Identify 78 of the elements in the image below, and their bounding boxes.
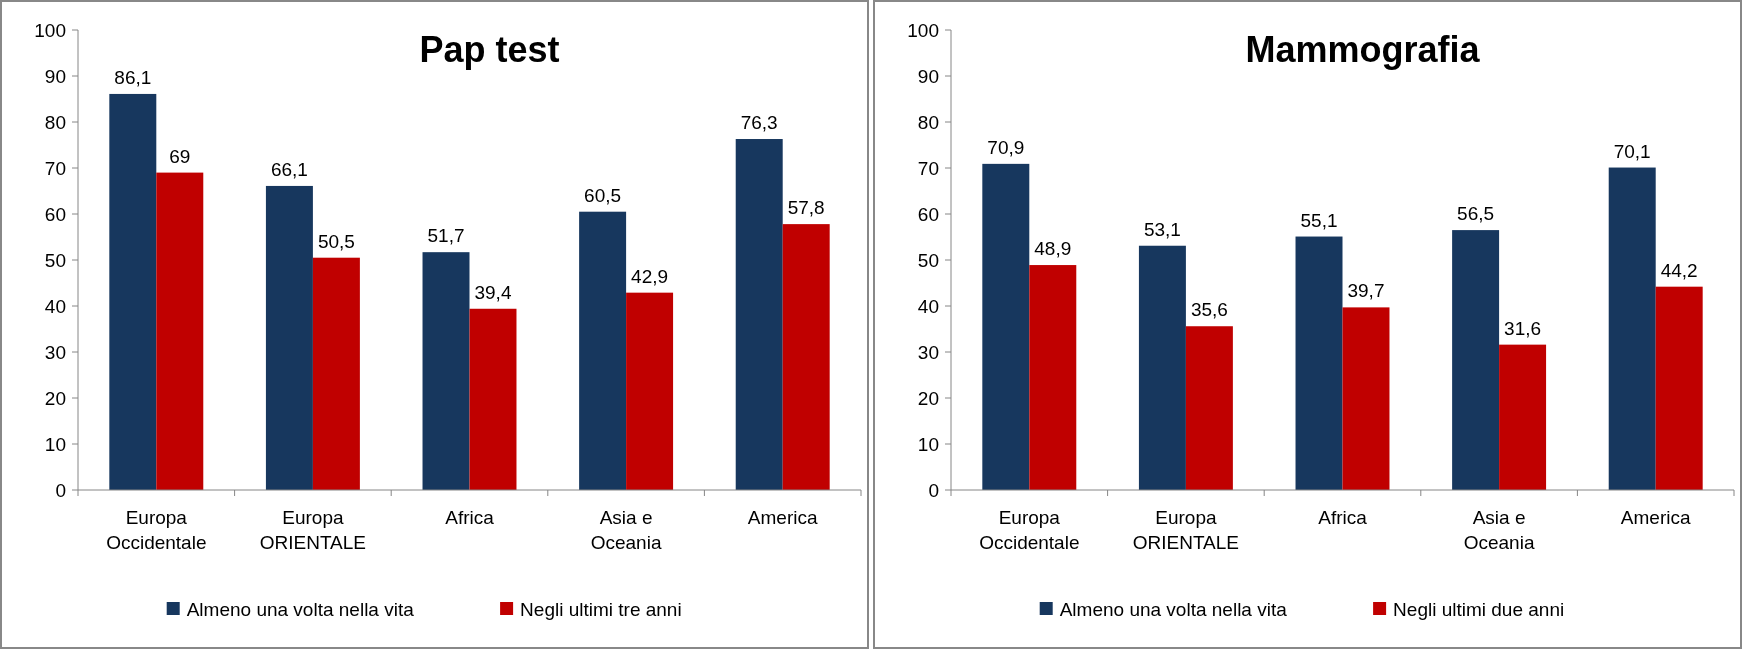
data-label: 86,1 [114,66,152,88]
data-label: 70,1 [1613,140,1651,162]
y-tick-label: 20 [917,387,939,409]
bar [265,185,313,490]
bar [1655,286,1703,490]
bar [1138,245,1186,490]
legend-label: Almeno una volta nella vita [1059,598,1288,620]
y-tick-label: 100 [907,19,939,41]
data-label: 39,4 [474,281,512,303]
y-tick-label: 10 [44,433,66,455]
x-tick-label: Africa [445,507,495,528]
data-label: 56,5 [1457,203,1495,225]
y-tick-label: 0 [55,479,66,501]
y-tick-label: 50 [44,249,66,271]
bar [109,93,157,490]
x-tick-label: Europa Occidentale [979,507,1080,553]
data-label: 31,6 [1504,317,1542,339]
y-tick-label: 0 [928,479,939,501]
x-tick-label: America [747,507,818,528]
y-tick-label: 100 [34,19,66,41]
y-tick-label: 40 [44,295,66,317]
legend-label: Almeno una volta nella vita [186,598,415,620]
y-tick-label: 30 [917,341,939,363]
x-tick-label: Europa ORIENTALE [1132,507,1240,553]
bar [469,308,517,490]
bar [312,257,360,490]
x-tick-label: Asia e Oceania [1463,507,1535,553]
y-tick-label: 30 [44,341,66,363]
data-label: 39,7 [1347,280,1385,302]
y-tick-label: 70 [917,157,939,179]
bar [782,224,830,490]
data-label: 66,1 [270,158,308,180]
bar [626,292,674,490]
bar [1499,344,1547,490]
x-tick-label: Asia e Oceania [590,507,662,553]
y-tick-label: 20 [44,387,66,409]
y-tick-label: 80 [44,111,66,133]
data-label: 76,3 [740,112,778,134]
x-tick-label: Europa ORIENTALE [259,507,367,553]
y-tick-label: 10 [917,433,939,455]
x-tick-label: America [1620,507,1691,528]
bar [1185,326,1233,490]
data-label: 51,7 [427,225,465,247]
y-tick-label: 90 [44,65,66,87]
data-label: 35,6 [1190,299,1228,321]
chart-title: Pap test [419,29,560,70]
y-tick-label: 80 [917,111,939,133]
y-tick-label: 70 [44,157,66,179]
legend-label: Negli ultimi due anni [1393,598,1565,620]
legend-label: Negli ultimi tre anni [520,598,682,620]
bar [422,252,470,490]
bar [156,172,204,490]
x-tick-label: Europa Occidentale [106,507,207,553]
data-label: 44,2 [1660,259,1698,281]
bar [1342,307,1390,490]
data-label: 60,5 [584,184,622,206]
bar [1608,167,1656,490]
y-tick-label: 60 [917,203,939,225]
data-label: 42,9 [631,265,669,287]
chart-title: Mammografia [1245,29,1481,70]
bar [982,163,1030,490]
data-label: 53,1 [1143,218,1181,240]
bar [579,211,627,490]
y-tick-label: 50 [917,249,939,271]
y-tick-label: 60 [44,203,66,225]
bar [1029,265,1077,490]
bar [1452,230,1500,490]
data-label: 57,8 [787,197,825,219]
bar [1295,236,1343,490]
data-label: 48,9 [1034,238,1072,260]
x-tick-label: Africa [1318,507,1368,528]
y-tick-label: 90 [917,65,939,87]
data-label: 70,9 [987,136,1025,158]
data-label: 55,1 [1300,209,1338,231]
data-label: 69 [169,145,191,167]
bar [735,139,783,490]
data-label: 50,5 [317,230,355,252]
y-tick-label: 40 [917,295,939,317]
